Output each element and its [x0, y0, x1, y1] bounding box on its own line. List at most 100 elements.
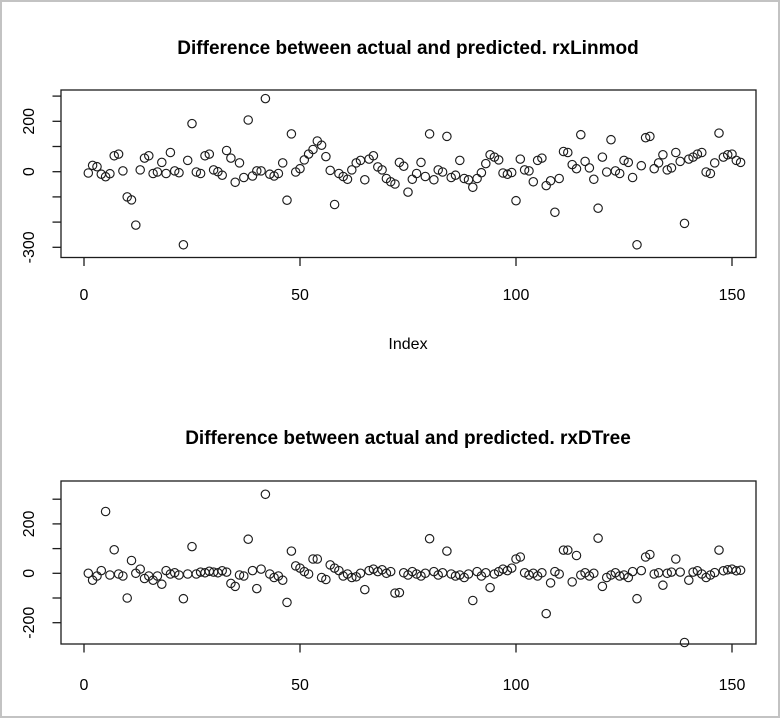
plot-box: [60, 89, 757, 259]
data-point: [161, 168, 171, 179]
data-point: [442, 131, 452, 142]
data-point: [679, 637, 690, 648]
data-point: [230, 177, 240, 188]
data-point: [381, 568, 392, 579]
data-point: [735, 157, 746, 168]
data-point: [286, 129, 297, 139]
y-tick-label: -200: [21, 607, 38, 639]
data-point: [407, 174, 418, 185]
data-point: [191, 167, 202, 177]
data-point: [165, 147, 176, 158]
data-point: [131, 220, 141, 230]
data-point: [83, 568, 94, 579]
data-point: [692, 149, 703, 159]
chart1-xaxis-title: Index: [388, 336, 427, 353]
data-point: [558, 146, 569, 157]
data-point: [649, 569, 659, 579]
data-point: [593, 533, 603, 543]
data-point: [390, 179, 400, 189]
data-point: [658, 150, 668, 160]
data-point: [157, 579, 167, 589]
data-point: [597, 581, 608, 592]
data-point: [601, 167, 612, 177]
data-point: [567, 577, 577, 587]
data-point: [252, 583, 262, 594]
data-point: [118, 166, 128, 176]
data-point: [424, 533, 435, 544]
data-point: [178, 593, 189, 604]
data-point: [524, 166, 534, 176]
data-point: [649, 163, 659, 174]
data-point: [688, 567, 698, 577]
data-point: [653, 158, 664, 168]
data-point: [705, 168, 716, 179]
data-point: [636, 565, 647, 576]
data-point: [277, 575, 288, 585]
x-tick-label: 150: [719, 287, 746, 304]
data-point: [519, 165, 530, 175]
data-point: [230, 581, 240, 592]
plot-box: [60, 480, 757, 645]
data-point: [239, 172, 249, 183]
x-tick-label: 100: [503, 287, 530, 304]
data-point: [312, 554, 323, 564]
data-point: [437, 167, 448, 177]
data-point: [684, 154, 694, 164]
data-point: [589, 568, 599, 579]
data-point: [619, 155, 629, 166]
data-point: [308, 554, 318, 564]
data-point: [243, 115, 253, 125]
data-point: [554, 173, 564, 184]
data-point: [347, 572, 357, 583]
data-point: [144, 151, 154, 161]
data-point: [100, 506, 111, 517]
data-point: [709, 158, 720, 168]
data-point: [709, 567, 720, 578]
data-point: [109, 151, 119, 161]
data-point: [442, 546, 452, 556]
data-point: [113, 149, 124, 159]
data-point: [627, 566, 638, 577]
data-point: [597, 152, 608, 162]
data-point: [308, 144, 318, 155]
y-tick-label: 0: [21, 569, 38, 578]
data-point: [187, 118, 197, 129]
data-point: [584, 163, 595, 173]
data-point: [260, 93, 271, 104]
data-point: [550, 207, 560, 218]
data-point: [273, 168, 284, 179]
data-point: [472, 173, 482, 184]
data-point: [96, 565, 107, 576]
data-point: [506, 167, 517, 178]
scatter-points: [83, 93, 746, 250]
data-point: [658, 580, 668, 590]
data-point: [493, 155, 504, 165]
data-point: [109, 545, 119, 555]
y-tick-label: 200: [21, 108, 38, 135]
data-point: [640, 132, 651, 143]
data-point: [731, 566, 742, 576]
data-point: [571, 163, 582, 174]
chart1-title: Difference between actual and predicted.…: [177, 38, 638, 59]
data-point: [636, 160, 647, 171]
x-tick-label: 150: [719, 677, 746, 694]
data-point: [671, 147, 681, 158]
data-point: [675, 156, 685, 167]
data-point: [118, 571, 128, 581]
data-point: [545, 578, 556, 588]
data-point: [329, 199, 340, 210]
data-point: [403, 187, 413, 197]
data-point: [459, 173, 469, 184]
data-point: [385, 566, 396, 577]
data-point: [394, 587, 405, 598]
data-point: [204, 149, 215, 159]
data-point: [152, 571, 163, 581]
data-point: [511, 554, 521, 564]
data-point: [195, 168, 206, 179]
data-point: [316, 572, 327, 583]
data-point: [277, 158, 288, 168]
data-point: [321, 574, 331, 585]
data-point: [368, 151, 379, 161]
